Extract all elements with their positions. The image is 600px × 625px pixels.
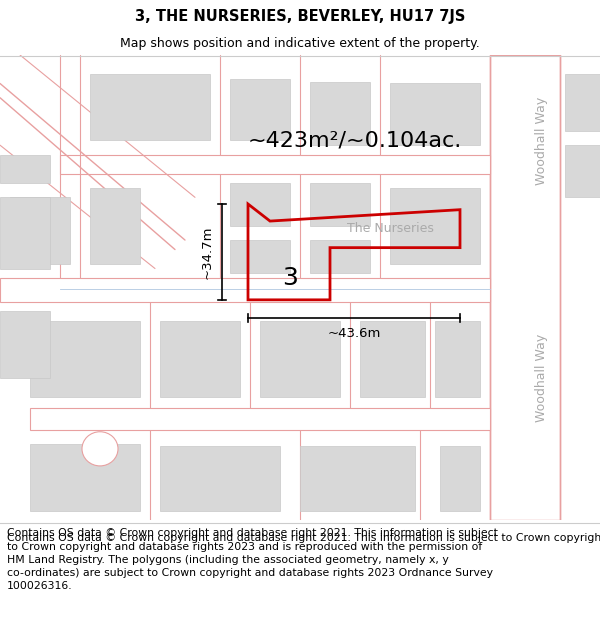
Polygon shape — [0, 311, 50, 378]
Polygon shape — [440, 446, 480, 511]
Polygon shape — [0, 278, 490, 302]
Text: ~34.7m: ~34.7m — [200, 225, 214, 279]
Polygon shape — [565, 145, 600, 198]
Polygon shape — [160, 446, 280, 511]
Polygon shape — [60, 154, 490, 174]
Text: Contains OS data © Crown copyright and database right 2021. This information is : Contains OS data © Crown copyright and d… — [7, 528, 498, 591]
Polygon shape — [0, 198, 50, 269]
Polygon shape — [230, 183, 290, 226]
Polygon shape — [30, 408, 490, 430]
Text: Woodhall Way: Woodhall Way — [536, 96, 548, 184]
Polygon shape — [310, 82, 370, 145]
Polygon shape — [435, 321, 480, 397]
Text: The Nurseries: The Nurseries — [347, 222, 433, 235]
Text: Map shows position and indicative extent of the property.: Map shows position and indicative extent… — [120, 38, 480, 51]
Polygon shape — [0, 154, 50, 183]
Polygon shape — [30, 321, 140, 397]
Polygon shape — [310, 183, 370, 226]
Polygon shape — [230, 240, 290, 273]
Polygon shape — [360, 321, 425, 397]
Polygon shape — [230, 79, 290, 141]
Polygon shape — [260, 321, 340, 397]
Circle shape — [82, 432, 118, 466]
Polygon shape — [490, 55, 560, 520]
Polygon shape — [10, 198, 70, 264]
Polygon shape — [90, 188, 140, 264]
Text: 3, THE NURSERIES, BEVERLEY, HU17 7JS: 3, THE NURSERIES, BEVERLEY, HU17 7JS — [135, 9, 465, 24]
Polygon shape — [160, 321, 240, 397]
Text: 3: 3 — [282, 266, 298, 290]
Polygon shape — [90, 74, 210, 141]
Text: ~43.6m: ~43.6m — [328, 326, 380, 339]
Polygon shape — [300, 446, 415, 511]
Polygon shape — [310, 240, 370, 273]
Polygon shape — [390, 188, 480, 264]
Text: Woodhall Way: Woodhall Way — [536, 334, 548, 422]
Polygon shape — [390, 84, 480, 145]
Polygon shape — [565, 74, 600, 131]
Text: ~423m²/~0.104ac.: ~423m²/~0.104ac. — [248, 131, 462, 151]
Polygon shape — [30, 444, 140, 511]
Text: Contains OS data © Crown copyright and database right 2021. This information is : Contains OS data © Crown copyright and d… — [7, 532, 600, 542]
